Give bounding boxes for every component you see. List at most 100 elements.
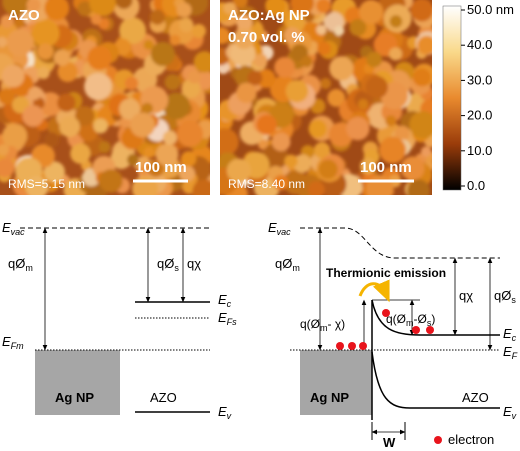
chi-label: qχ xyxy=(187,256,201,271)
metal-label: Ag NP xyxy=(55,390,94,405)
grain xyxy=(143,39,154,50)
grain xyxy=(141,102,153,115)
grain xyxy=(407,179,430,195)
grain xyxy=(420,146,432,157)
band-diagram-left xyxy=(20,227,210,415)
grain xyxy=(409,111,432,139)
grain xyxy=(220,27,231,45)
barrier-label: q(Øm- χ) xyxy=(300,317,345,333)
colorbar-tick-label: 30.0 xyxy=(467,72,492,87)
grain xyxy=(233,27,255,49)
grain xyxy=(300,55,313,68)
grain xyxy=(320,77,332,89)
chi-label: qχ xyxy=(459,288,473,303)
scale-label: 100 nm xyxy=(360,159,412,176)
grain xyxy=(0,36,8,48)
grain xyxy=(417,35,432,55)
grain xyxy=(316,0,331,14)
ec-label: Ec xyxy=(218,292,232,309)
efm-label: EFm xyxy=(2,334,24,351)
grain xyxy=(334,25,345,36)
ev-label: Ev xyxy=(503,404,517,421)
grain xyxy=(119,98,141,120)
phi-m-label: qØm xyxy=(8,256,33,273)
evac-label: Evac xyxy=(2,220,25,237)
ev-label: Ev xyxy=(218,404,232,421)
grain xyxy=(193,51,210,73)
band-diagram-right xyxy=(290,227,500,440)
grain xyxy=(110,147,132,169)
grain xyxy=(77,1,93,17)
grain xyxy=(389,15,403,28)
grain xyxy=(25,176,49,195)
evac-label: Evac xyxy=(268,220,291,237)
grain xyxy=(271,132,291,152)
grain xyxy=(283,170,308,195)
electrons xyxy=(336,309,442,444)
ef-label: EF xyxy=(503,344,518,361)
grain xyxy=(124,76,139,91)
grain xyxy=(57,61,78,82)
colorbar-tick-label: 20.0 xyxy=(467,108,492,123)
grain xyxy=(236,82,257,103)
grain xyxy=(176,120,204,147)
grain xyxy=(44,0,70,21)
grain xyxy=(130,112,156,138)
grain xyxy=(43,161,65,183)
grain xyxy=(357,98,369,110)
grain xyxy=(0,144,9,156)
grain xyxy=(293,154,312,173)
grain xyxy=(349,19,367,37)
grain xyxy=(87,45,112,71)
grain xyxy=(115,0,133,9)
grain xyxy=(223,1,236,15)
grain xyxy=(59,116,81,138)
phi-m-label: qØm xyxy=(275,256,300,273)
grain xyxy=(0,14,14,29)
grain xyxy=(75,106,95,126)
grain xyxy=(149,9,165,25)
grain xyxy=(366,175,394,195)
metal-label: Ag NP xyxy=(310,390,349,405)
ec-label: Ec xyxy=(503,326,517,343)
rms: RMS=5.15 nm xyxy=(8,177,85,191)
grain xyxy=(274,57,295,78)
grain xyxy=(256,114,277,135)
grain xyxy=(176,2,192,18)
grain xyxy=(127,153,139,166)
grain xyxy=(78,122,99,142)
scale-label: 100 nm xyxy=(135,159,187,176)
grain xyxy=(0,88,15,105)
grain xyxy=(37,43,54,60)
bending-label: q(Øm-Øs) xyxy=(386,312,435,328)
afm-image xyxy=(0,0,210,195)
grain xyxy=(317,41,331,56)
grain xyxy=(0,158,15,178)
grain xyxy=(379,136,407,164)
legend-label: electron xyxy=(448,432,494,447)
grain xyxy=(290,0,315,15)
grain xyxy=(220,128,239,156)
colorbar-tick-label: 10.0 xyxy=(467,143,492,158)
grain xyxy=(327,89,346,107)
grain xyxy=(44,132,60,148)
afm-image xyxy=(220,0,432,195)
grain xyxy=(232,0,248,9)
semi-label: AZO xyxy=(462,390,489,405)
grain xyxy=(285,79,309,103)
grain xyxy=(150,41,176,67)
grain xyxy=(162,130,177,145)
grain xyxy=(247,70,263,86)
grain xyxy=(318,159,338,179)
grain xyxy=(37,66,50,80)
grains xyxy=(0,0,210,195)
grain xyxy=(98,141,111,154)
grain xyxy=(256,69,276,89)
grain xyxy=(236,14,253,31)
grain xyxy=(400,156,425,181)
semi-label: AZO xyxy=(150,390,177,405)
grain xyxy=(226,158,251,183)
grain xyxy=(70,143,91,164)
grain xyxy=(143,146,155,159)
